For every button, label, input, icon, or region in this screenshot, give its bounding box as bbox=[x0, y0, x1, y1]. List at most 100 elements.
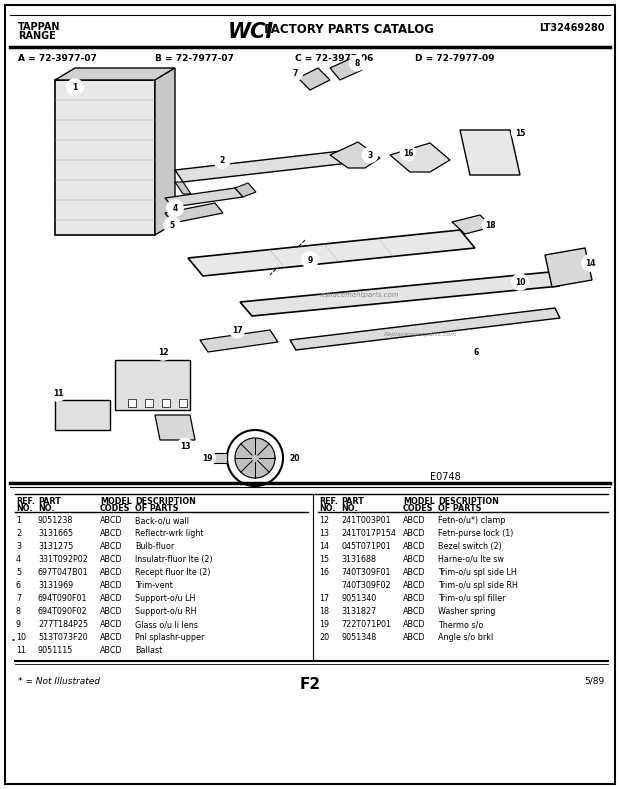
Text: ABCD: ABCD bbox=[403, 529, 425, 538]
Text: OF PARTS: OF PARTS bbox=[438, 504, 482, 513]
Text: 19: 19 bbox=[202, 454, 212, 462]
Text: 9051115: 9051115 bbox=[38, 646, 73, 655]
Text: Pnl splashr-upper: Pnl splashr-upper bbox=[135, 633, 205, 642]
Text: 6: 6 bbox=[474, 347, 479, 357]
Text: ABCD: ABCD bbox=[403, 555, 425, 564]
Text: 13: 13 bbox=[180, 442, 190, 451]
Text: Trim-vent: Trim-vent bbox=[135, 581, 173, 590]
Text: replacementparts.com: replacementparts.com bbox=[320, 292, 400, 298]
Text: Replacementparts.com: Replacementparts.com bbox=[383, 331, 456, 336]
Circle shape bbox=[67, 79, 83, 95]
Circle shape bbox=[155, 344, 171, 360]
Text: RANGE: RANGE bbox=[18, 31, 56, 41]
Text: Angle s/o brkl: Angle s/o brkl bbox=[438, 633, 494, 642]
Text: Thermo s/o: Thermo s/o bbox=[438, 620, 484, 629]
Polygon shape bbox=[290, 308, 560, 350]
Text: ABCD: ABCD bbox=[403, 581, 425, 590]
Text: 15: 15 bbox=[319, 555, 329, 564]
Text: Trim-o/u spl side LH: Trim-o/u spl side LH bbox=[438, 568, 516, 577]
Text: F2: F2 bbox=[299, 677, 321, 692]
Text: 045T071P01: 045T071P01 bbox=[341, 542, 391, 551]
Polygon shape bbox=[330, 142, 380, 168]
Text: 694T090F01: 694T090F01 bbox=[38, 594, 87, 603]
Text: ABCD: ABCD bbox=[100, 542, 123, 551]
Circle shape bbox=[50, 385, 66, 401]
Polygon shape bbox=[55, 400, 110, 430]
Text: Support-o/u LH: Support-o/u LH bbox=[135, 594, 195, 603]
Text: 697T047B01: 697T047B01 bbox=[38, 568, 89, 577]
Text: ABCD: ABCD bbox=[100, 620, 123, 629]
Text: 1: 1 bbox=[73, 83, 78, 92]
Text: ABCD: ABCD bbox=[403, 594, 425, 603]
Text: NO.: NO. bbox=[319, 504, 335, 513]
Text: 3131969: 3131969 bbox=[38, 581, 73, 590]
Text: * = Not Illustrated: * = Not Illustrated bbox=[18, 677, 100, 686]
Polygon shape bbox=[55, 68, 175, 80]
Text: LT32469280: LT32469280 bbox=[539, 23, 605, 33]
Text: 3131275: 3131275 bbox=[38, 542, 73, 551]
Text: Bezel switch (2): Bezel switch (2) bbox=[438, 542, 502, 551]
Text: ABCD: ABCD bbox=[100, 516, 123, 525]
Circle shape bbox=[177, 439, 192, 454]
Polygon shape bbox=[212, 453, 227, 463]
Text: 3: 3 bbox=[368, 151, 373, 159]
Text: 241T003P01: 241T003P01 bbox=[341, 516, 391, 525]
Text: Ballast: Ballast bbox=[135, 646, 162, 655]
Circle shape bbox=[288, 65, 303, 80]
Text: OF PARTS: OF PARTS bbox=[135, 504, 179, 513]
Text: 17: 17 bbox=[232, 326, 242, 335]
Text: 513T073F20: 513T073F20 bbox=[38, 633, 87, 642]
Text: NO.: NO. bbox=[341, 504, 358, 513]
Text: 241T017P154: 241T017P154 bbox=[341, 529, 396, 538]
Text: 18: 18 bbox=[485, 220, 495, 230]
Text: 10: 10 bbox=[515, 278, 525, 286]
Text: 7: 7 bbox=[16, 594, 21, 603]
Polygon shape bbox=[460, 130, 520, 175]
Text: 9: 9 bbox=[308, 256, 312, 264]
Text: Reflectr-wrk light: Reflectr-wrk light bbox=[135, 529, 203, 538]
Polygon shape bbox=[545, 248, 592, 287]
Circle shape bbox=[512, 274, 528, 290]
Text: WCI: WCI bbox=[228, 22, 274, 42]
Text: 3131665: 3131665 bbox=[38, 529, 73, 538]
Text: 4: 4 bbox=[16, 555, 21, 564]
Text: PART: PART bbox=[341, 497, 364, 506]
Text: Bulb-fluor: Bulb-fluor bbox=[135, 542, 174, 551]
Text: 9051340: 9051340 bbox=[341, 594, 376, 603]
Polygon shape bbox=[155, 68, 175, 235]
Text: 277T184P25: 277T184P25 bbox=[38, 620, 88, 629]
Circle shape bbox=[350, 55, 365, 70]
Text: 12: 12 bbox=[157, 347, 168, 357]
Text: Trim-o/u spl filler: Trim-o/u spl filler bbox=[438, 594, 505, 603]
Text: E0748: E0748 bbox=[430, 472, 461, 482]
Text: D = 72-7977-09: D = 72-7977-09 bbox=[415, 54, 495, 63]
Text: 8: 8 bbox=[16, 607, 21, 616]
Text: B = 72-7977-07: B = 72-7977-07 bbox=[155, 54, 234, 63]
Polygon shape bbox=[165, 188, 243, 207]
Text: 8: 8 bbox=[354, 58, 360, 68]
Text: 5: 5 bbox=[169, 220, 175, 230]
Text: 19: 19 bbox=[319, 620, 329, 629]
Text: Insulatr-fluor lte (2): Insulatr-fluor lte (2) bbox=[135, 555, 213, 564]
Text: DESCRIPTION: DESCRIPTION bbox=[438, 497, 499, 506]
Text: 9: 9 bbox=[16, 620, 21, 629]
Circle shape bbox=[199, 450, 215, 466]
Text: 11: 11 bbox=[53, 388, 63, 398]
Text: 16: 16 bbox=[319, 568, 329, 577]
Text: 331T092P02: 331T092P02 bbox=[38, 555, 88, 564]
Text: 9051348: 9051348 bbox=[341, 633, 376, 642]
Text: C = 72-3977-06: C = 72-3977-06 bbox=[295, 54, 373, 63]
Text: ABCD: ABCD bbox=[403, 620, 425, 629]
Polygon shape bbox=[188, 230, 475, 276]
Text: DESCRIPTION: DESCRIPTION bbox=[135, 497, 196, 506]
Text: ·: · bbox=[10, 634, 15, 649]
Text: 740T309F01: 740T309F01 bbox=[341, 568, 391, 577]
Text: ABCD: ABCD bbox=[100, 568, 123, 577]
Text: ABCD: ABCD bbox=[100, 555, 123, 564]
Text: REF.: REF. bbox=[319, 497, 338, 506]
Text: ABCD: ABCD bbox=[403, 542, 425, 551]
Text: 17: 17 bbox=[319, 594, 329, 603]
Polygon shape bbox=[390, 143, 450, 172]
Text: Harne-o/u lte sw: Harne-o/u lte sw bbox=[438, 555, 504, 564]
Text: 10: 10 bbox=[16, 633, 26, 642]
